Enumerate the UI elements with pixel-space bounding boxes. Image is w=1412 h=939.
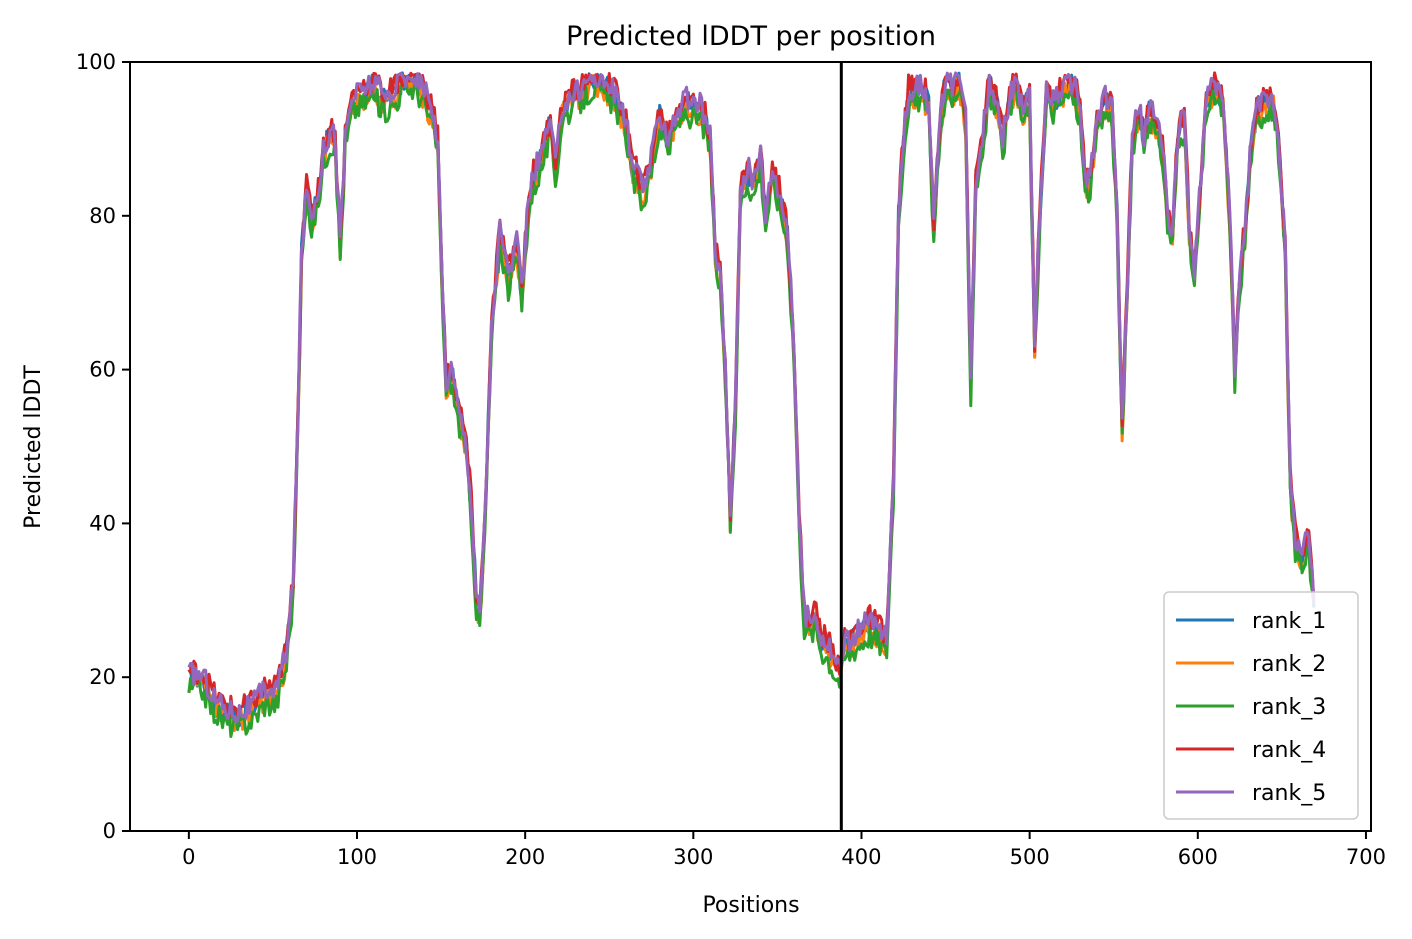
x-tick-label: 400	[841, 845, 881, 869]
legend-label: rank_2	[1252, 652, 1326, 677]
legend-label: rank_1	[1252, 609, 1326, 634]
legend-label: rank_4	[1252, 738, 1326, 763]
y-tick-label: 60	[89, 358, 116, 382]
legend-item-rank-4: rank_4	[1176, 738, 1326, 763]
legend-item-rank-1: rank_1	[1176, 609, 1326, 634]
x-tick-label: 600	[1178, 845, 1218, 869]
legend-item-rank-5: rank_5	[1176, 781, 1326, 806]
y-tick-label: 100	[76, 50, 116, 74]
x-tick-label: 0	[182, 845, 195, 869]
x-axis-title: Positions	[702, 893, 799, 918]
y-tick-label: 0	[103, 819, 116, 843]
legend-label: rank_5	[1252, 781, 1326, 806]
legend-item-rank-3: rank_3	[1176, 695, 1326, 720]
series-layer	[187, 71, 1316, 739]
y-axis-title: Predicted lDDT	[21, 365, 46, 529]
legend-box	[1163, 591, 1359, 820]
legend-label: rank_3	[1252, 695, 1326, 720]
y-axis-ticks: 0 20 40 60 80 100	[76, 50, 130, 843]
x-tick-label: 300	[673, 845, 713, 869]
x-tick-label: 100	[337, 845, 377, 869]
legend-item-rank-2: rank_2	[1176, 652, 1326, 677]
y-tick-label: 80	[89, 204, 116, 228]
x-tick-label: 200	[505, 845, 545, 869]
y-tick-label: 20	[89, 665, 116, 689]
x-tick-label: 500	[1010, 845, 1050, 869]
chart-title: Predicted lDDT per position	[566, 21, 936, 52]
x-axis-ticks: 0 100 200 300 400 500 600 700	[182, 831, 1386, 869]
legend: rank_1 rank_2 rank_3 rank_4 rank_5	[1163, 591, 1359, 820]
x-tick-label: 700	[1346, 845, 1386, 869]
series-line-rank-5	[187, 71, 1316, 724]
y-tick-label: 40	[89, 511, 116, 535]
axes-frame	[129, 61, 1372, 832]
